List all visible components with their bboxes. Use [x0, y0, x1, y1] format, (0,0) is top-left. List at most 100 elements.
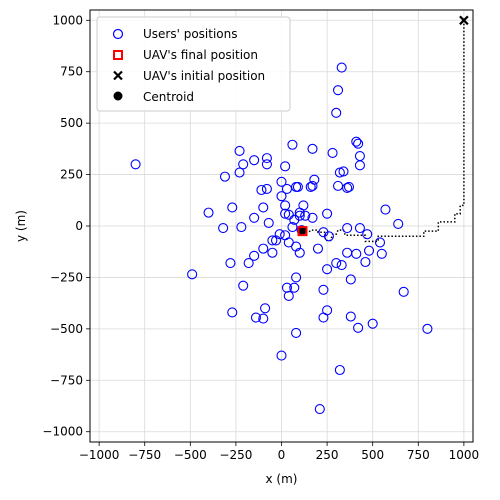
user-position-point [203, 207, 214, 218]
user-position-point [276, 191, 287, 202]
legend-uav-final-marker [113, 50, 123, 60]
user-position-point [236, 221, 247, 233]
user-position-point [267, 247, 278, 258]
user-position-point [318, 284, 329, 295]
user-position-point [250, 312, 262, 323]
user-position-point [307, 143, 318, 154]
user-position-point [345, 274, 356, 285]
user-position-point [287, 221, 298, 233]
user-position-point [380, 204, 391, 215]
user-position-point [354, 160, 365, 171]
legend-centroid-label: Centroid [143, 90, 194, 104]
y-tick-label: 250 [60, 168, 83, 182]
x-ticks: −1000 −750 −500 −250 0 250 500 750 1000 [79, 442, 479, 462]
user-position-point [276, 176, 287, 187]
legend-uav-final-label: UAV's final position [143, 48, 258, 62]
uav-initial-position-point [459, 15, 469, 26]
user-position-point [351, 136, 362, 147]
legend-users-marker [112, 28, 124, 40]
user-position-point [249, 212, 260, 223]
user-position-point [258, 243, 269, 254]
user-position-point [360, 256, 371, 268]
user-position-point [376, 248, 387, 259]
x-tick-label: 0 [278, 448, 286, 462]
user-position-point [331, 257, 342, 269]
x-tick-label: −250 [219, 448, 252, 462]
user-position-point [249, 155, 260, 166]
y-tick-label: −750 [50, 373, 83, 387]
user-position-point [327, 147, 338, 159]
x-tick-label: 250 [316, 448, 339, 462]
user-position-point [354, 223, 365, 234]
user-position-point [258, 202, 269, 213]
user-position-point [227, 202, 238, 213]
user-position-point [227, 307, 238, 318]
user-position-point [276, 350, 287, 361]
user-position-point [260, 303, 271, 314]
user-position-point [342, 223, 353, 234]
user-position-point [322, 264, 333, 275]
user-position-point [289, 282, 300, 293]
user-position-point [305, 181, 316, 192]
user-position-point [283, 209, 294, 220]
user-position-point [219, 171, 231, 182]
user-position-point [289, 214, 300, 225]
user-position-point [367, 318, 378, 329]
legend: Users' positions UAV's final position UA… [96, 16, 291, 112]
user-position-point [263, 217, 274, 228]
user-position-point [307, 212, 318, 223]
user-position-point [331, 107, 342, 118]
user-position-point [261, 153, 272, 164]
user-position-point [238, 159, 249, 170]
user-position-point [322, 208, 333, 219]
user-position-point [336, 260, 347, 271]
y-tick-label: 1000 [52, 13, 83, 27]
user-position-point [130, 159, 141, 170]
user-position-point [374, 237, 386, 248]
user-position-point [274, 229, 285, 240]
x-tick-label: −1000 [79, 448, 120, 462]
x-tick-label: 750 [407, 448, 430, 462]
y-ticks: −1000 −750 −500 −250 0 250 500 750 1000 [42, 13, 90, 439]
user-position-point [256, 184, 267, 196]
user-position-point [234, 167, 245, 178]
user-position-point [218, 223, 229, 234]
x-axis-title: x (m) [266, 472, 298, 486]
user-position-point [318, 312, 329, 323]
y-tick-label: 0 [75, 219, 83, 233]
user-position-point [307, 180, 318, 191]
x-tick-label: −500 [174, 448, 207, 462]
user-position-point [270, 235, 282, 246]
user-position-point [291, 241, 302, 252]
user-position-point [243, 257, 254, 269]
legend-centroid-marker [113, 91, 123, 101]
user-position-point [294, 207, 305, 218]
user-position-point [280, 200, 291, 211]
user-position-point [283, 290, 294, 301]
x-tick-label: 1000 [449, 448, 480, 462]
user-position-point [291, 327, 302, 339]
user-position-point [291, 272, 302, 283]
user-position-point [281, 183, 293, 195]
user-position-point [336, 62, 347, 73]
user-position-point [393, 218, 404, 229]
y-tick-label: −1000 [42, 425, 83, 439]
user-position-point [258, 313, 269, 324]
user-position-point [238, 280, 249, 291]
legend-uav-initial-label: UAV's initial position [143, 69, 265, 83]
user-position-point [187, 269, 198, 280]
user-position-point [332, 85, 344, 96]
user-position-point [342, 182, 353, 193]
user-position-point [351, 248, 362, 259]
y-tick-label: 750 [60, 65, 83, 79]
user-position-point [422, 323, 433, 334]
x-tick-label: 500 [361, 448, 384, 462]
user-markers [130, 62, 433, 415]
x-tick-label: −750 [128, 448, 161, 462]
user-position-point [343, 181, 355, 192]
y-tick-label: −500 [50, 322, 83, 336]
user-position-point [234, 145, 245, 156]
uav-and-centroid-markers [297, 15, 469, 237]
user-position-point [353, 322, 364, 333]
